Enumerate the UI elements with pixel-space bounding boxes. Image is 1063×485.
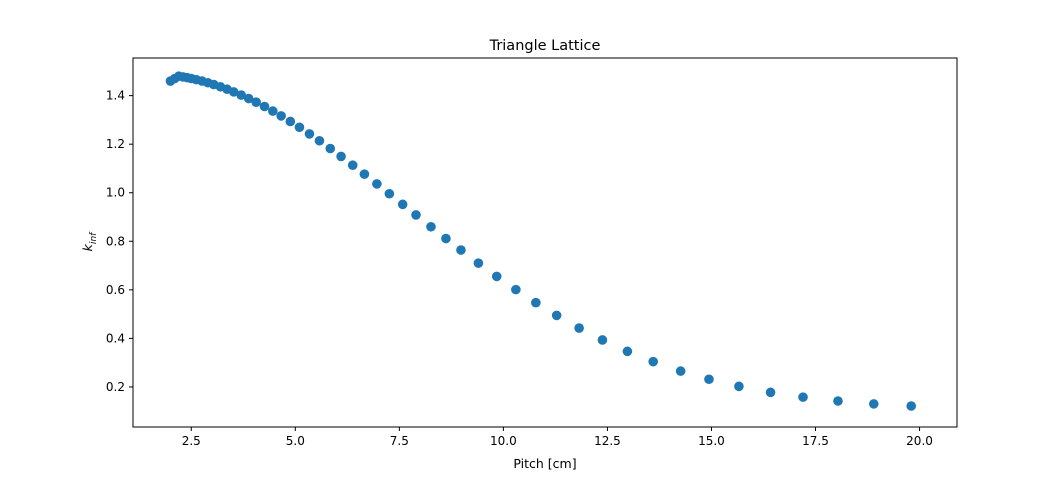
data-point: [397, 199, 408, 210]
data-point: [285, 116, 296, 127]
data-point: [372, 179, 382, 189]
y-axis-label: kinf: [80, 231, 99, 251]
data-point: [347, 160, 358, 170]
data-point: [426, 221, 436, 232]
data-point: [228, 87, 239, 97]
data-point: [276, 111, 286, 121]
y-tick-label: 0.6: [106, 283, 125, 297]
x-axis-label: Pitch [cm]: [513, 456, 576, 471]
data-point: [243, 93, 254, 104]
data-point: [906, 401, 917, 411]
data-point: [441, 233, 451, 244]
data-point: [597, 335, 608, 345]
data-point: [765, 387, 776, 398]
y-tick-label: 0.4: [106, 331, 125, 345]
data-point: [473, 258, 484, 268]
x-tick-label: 20.0: [906, 434, 933, 448]
y-axis-label-subscript: inf: [89, 231, 99, 244]
data-point: [531, 297, 541, 308]
x-tick-label: 10.0: [490, 434, 517, 448]
y-axis-label-main: k: [80, 243, 95, 251]
data-point: [236, 90, 246, 100]
x-tick-label: 5.0: [286, 434, 305, 448]
data-point: [336, 151, 346, 162]
data-point: [359, 169, 370, 179]
data-point: [704, 374, 714, 385]
data-point: [325, 143, 336, 154]
data-point: [868, 399, 879, 409]
data-point: [456, 245, 466, 255]
data-point: [574, 323, 584, 333]
data-points: [165, 71, 917, 411]
x-axis-ticks: 2.5 5.0 7.5 10.0 12.5 15.0 17.5 20.0: [182, 427, 933, 448]
x-tick-label: 2.5: [182, 434, 201, 448]
data-point: [511, 284, 521, 295]
data-point: [251, 97, 261, 107]
x-tick-label: 15.0: [698, 434, 725, 448]
data-point: [294, 122, 305, 133]
data-point: [491, 271, 502, 282]
data-point: [833, 396, 843, 406]
y-tick-label: 1.0: [106, 186, 125, 200]
x-tick-label: 7.5: [390, 434, 409, 448]
y-tick-label: 0.2: [106, 380, 125, 394]
y-tick-label: 1.4: [106, 89, 125, 103]
data-point: [384, 188, 395, 199]
y-axis-ticks: 0.2 0.4 0.6 0.8 1.0 1.2 1.4: [106, 89, 133, 394]
x-tick-label: 12.5: [594, 434, 621, 448]
y-tick-label: 0.8: [106, 234, 125, 248]
data-point: [259, 101, 270, 112]
y-tick-label: 1.2: [106, 137, 125, 151]
data-point: [551, 310, 562, 321]
data-point: [314, 135, 325, 146]
data-point: [734, 381, 744, 392]
data-point: [648, 356, 658, 367]
data-point: [304, 129, 315, 139]
chart-title: Triangle Lattice: [489, 38, 601, 54]
x-tick-label: 17.5: [802, 434, 829, 448]
data-point: [622, 346, 633, 357]
plot-area-frame: [132, 57, 958, 428]
data-point: [268, 106, 278, 116]
data-point: [798, 392, 808, 402]
data-point: [675, 366, 686, 376]
data-point: [411, 210, 421, 220]
